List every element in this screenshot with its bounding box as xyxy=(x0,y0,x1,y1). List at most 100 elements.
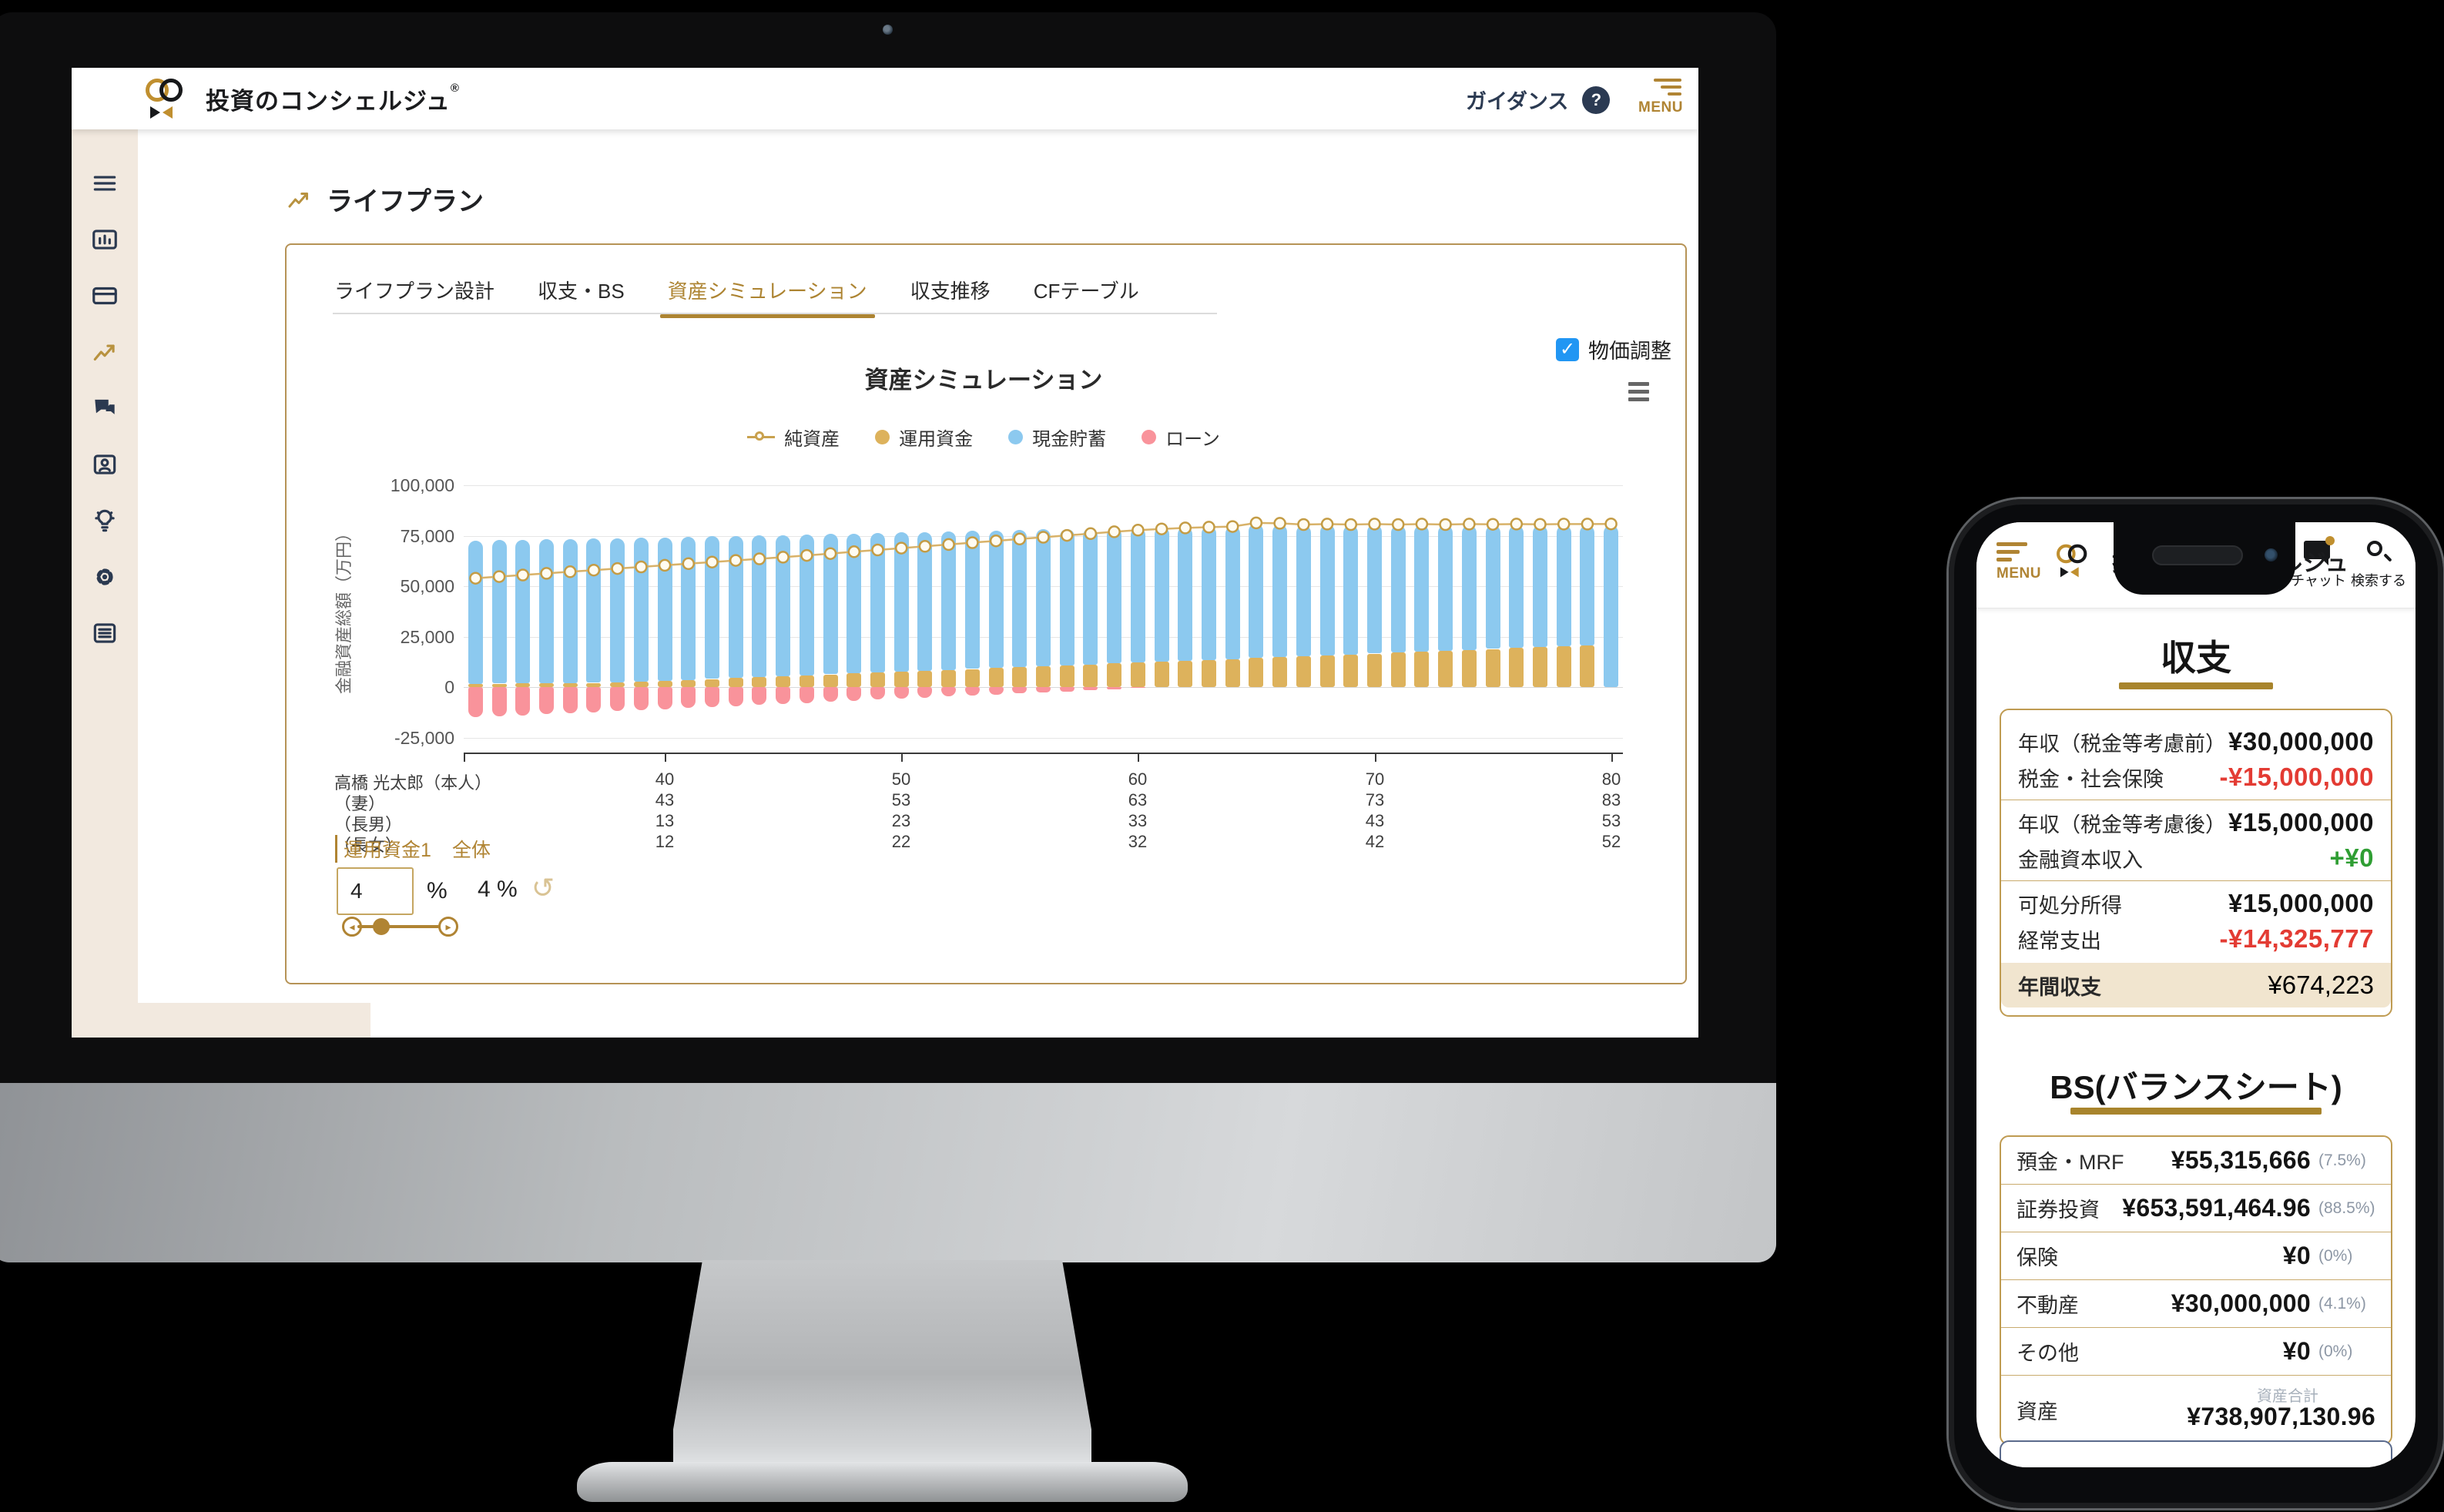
bar-cash[interactable] xyxy=(1107,528,1122,664)
bar-cash[interactable] xyxy=(1367,525,1382,654)
bar-loan[interactable] xyxy=(1130,687,1145,689)
bar-fund[interactable] xyxy=(917,670,933,688)
tab-2[interactable]: 収支・BS xyxy=(538,280,625,303)
bar-fund[interactable] xyxy=(1225,659,1240,688)
bar-fund[interactable] xyxy=(705,679,719,688)
bar-cash[interactable] xyxy=(1272,524,1288,658)
bar-cash[interactable] xyxy=(705,536,719,679)
bar-cash[interactable] xyxy=(681,537,696,680)
bar-fund[interactable] xyxy=(1202,659,1216,688)
bar-fund[interactable] xyxy=(1509,648,1524,688)
bar-cash[interactable] xyxy=(776,535,791,676)
bar-fund[interactable] xyxy=(728,678,743,688)
sidebar-item-profile-card[interactable] xyxy=(72,443,138,486)
bar-loan[interactable] xyxy=(1012,687,1028,694)
tab-4[interactable]: 収支推移 xyxy=(910,280,991,303)
sidebar-item-settings-gear[interactable] xyxy=(72,555,138,598)
bar-cash[interactable] xyxy=(1485,525,1500,649)
undo-icon[interactable]: ↺ xyxy=(531,872,555,904)
bar-loan[interactable] xyxy=(657,687,672,709)
bar-fund[interactable] xyxy=(1154,662,1169,688)
bar-fund[interactable] xyxy=(1414,652,1430,688)
bar-fund[interactable] xyxy=(1249,658,1264,688)
bar-loan[interactable] xyxy=(941,687,957,697)
bar-fund[interactable] xyxy=(1461,649,1477,688)
bar-cash[interactable] xyxy=(1154,527,1169,662)
bar-fund[interactable] xyxy=(1367,653,1382,688)
rate-slider-track[interactable] xyxy=(357,925,448,928)
bar-loan[interactable] xyxy=(586,687,602,712)
bar-cash[interactable] xyxy=(1604,525,1619,688)
sidebar-item-menu[interactable] xyxy=(72,162,138,205)
rate-slider-handle[interactable] xyxy=(373,918,390,935)
bar-loan[interactable] xyxy=(491,687,507,717)
bar-fund[interactable] xyxy=(1272,657,1288,688)
bar-fund[interactable] xyxy=(539,683,554,688)
bar-cash[interactable] xyxy=(1556,525,1571,646)
bar-cash[interactable] xyxy=(847,533,862,674)
bar-cash[interactable] xyxy=(1461,525,1477,650)
bar-fund[interactable] xyxy=(1036,666,1051,688)
bar-fund[interactable] xyxy=(893,672,909,688)
bar-fund[interactable] xyxy=(847,673,862,688)
bar-loan[interactable] xyxy=(562,687,578,713)
bar-cash[interactable] xyxy=(1390,525,1406,653)
bar-fund[interactable] xyxy=(633,682,649,688)
bar-cash[interactable] xyxy=(752,535,767,678)
bar-cash[interactable] xyxy=(1083,528,1098,665)
chart-menu-icon[interactable] xyxy=(1628,382,1649,401)
bar-loan[interactable] xyxy=(893,687,909,699)
bar-loan[interactable] xyxy=(1059,687,1074,692)
bar-fund[interactable] xyxy=(1059,665,1074,688)
legend-item-運用資金[interactable]: 運用資金 xyxy=(875,424,973,451)
bar-fund[interactable] xyxy=(1319,655,1335,688)
tab-1[interactable]: ライフプラン設計 xyxy=(334,280,495,303)
bar-cash[interactable] xyxy=(1249,524,1264,659)
bar-cash[interactable] xyxy=(1533,525,1547,648)
bar-cash[interactable] xyxy=(1059,528,1074,665)
bar-loan[interactable] xyxy=(799,687,814,703)
sidebar-item-news[interactable] xyxy=(72,612,138,655)
bar-cash[interactable] xyxy=(1130,527,1145,663)
bar-cash[interactable] xyxy=(1012,529,1028,668)
bar-loan[interactable] xyxy=(610,687,625,712)
bar-loan[interactable] xyxy=(468,687,483,718)
bar-cash[interactable] xyxy=(1438,525,1453,651)
fund1-tab[interactable]: 運用資金1 xyxy=(335,835,431,863)
sidebar-item-chat[interactable] xyxy=(72,387,138,430)
sidebar-item-card[interactable] xyxy=(72,274,138,317)
tab-5[interactable]: CFテーブル xyxy=(1033,280,1139,303)
bar-fund[interactable] xyxy=(681,679,696,688)
bar-loan[interactable] xyxy=(728,687,743,706)
bar-loan[interactable] xyxy=(1107,687,1122,689)
legend-item-純資産[interactable]: 純資産 xyxy=(747,424,840,451)
bar-fund[interactable] xyxy=(1438,650,1453,688)
bar-fund[interactable] xyxy=(1130,662,1145,688)
brand-logo[interactable]: 投資のコンシェルジュ® xyxy=(146,79,460,119)
sidebar-item-lifeplan-trend[interactable] xyxy=(72,330,138,374)
bar-fund[interactable] xyxy=(1390,652,1406,688)
bar-fund[interactable] xyxy=(586,682,602,688)
bar-loan[interactable] xyxy=(988,687,1004,695)
bar-fund[interactable] xyxy=(870,672,885,688)
bar-cash[interactable] xyxy=(1509,525,1524,649)
bar-cash[interactable] xyxy=(1319,525,1335,655)
bar-loan[interactable] xyxy=(964,687,980,696)
bar-fund[interactable] xyxy=(491,683,507,688)
bar-fund[interactable] xyxy=(515,683,531,688)
bar-cash[interactable] xyxy=(799,534,814,676)
bar-cash[interactable] xyxy=(1580,525,1595,645)
bar-loan[interactable] xyxy=(681,687,696,709)
bar-fund[interactable] xyxy=(468,683,483,688)
sidebar-item-dashboard[interactable] xyxy=(72,218,138,261)
bar-fund[interactable] xyxy=(1343,654,1359,688)
bar-loan[interactable] xyxy=(847,687,862,701)
bar-fund[interactable] xyxy=(1485,649,1500,688)
bar-cash[interactable] xyxy=(893,532,909,672)
bar-loan[interactable] xyxy=(1083,687,1098,691)
help-icon[interactable]: ? xyxy=(1582,85,1611,114)
overall-tab[interactable]: 全体 xyxy=(452,840,491,861)
bar-fund[interactable] xyxy=(964,669,980,688)
bar-fund[interactable] xyxy=(1580,645,1595,688)
phone-search-button[interactable]: 検索する xyxy=(2351,539,2406,590)
